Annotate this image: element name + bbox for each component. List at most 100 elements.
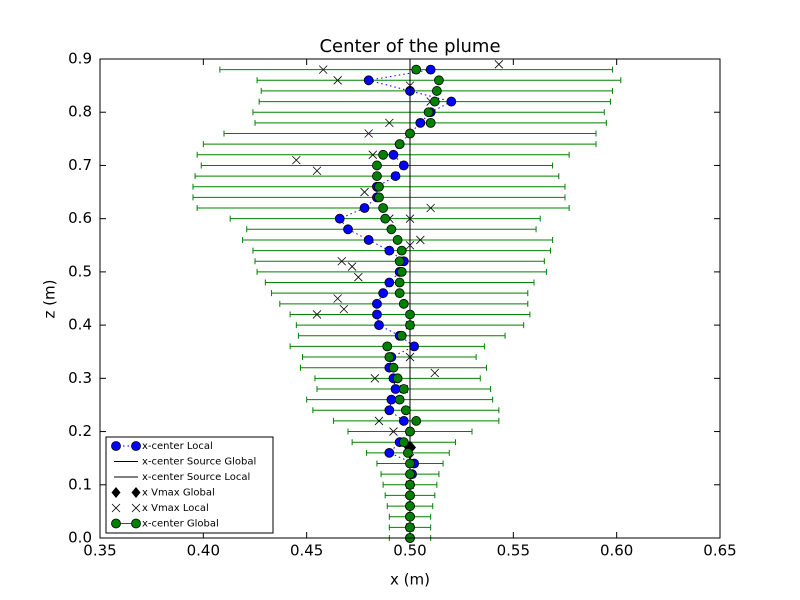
point [405, 522, 415, 533]
y-tick-label: 0.2 [68, 422, 92, 440]
point [388, 362, 399, 373]
point [111, 487, 121, 498]
legend-label: x-center Local [142, 441, 213, 452]
point [131, 487, 141, 498]
point [378, 288, 389, 299]
point [405, 81, 415, 90]
point [394, 394, 405, 405]
point [382, 341, 393, 352]
point [405, 352, 415, 362]
legend-label: x-center Source Global [142, 457, 256, 468]
point [384, 277, 395, 288]
y-tick-label: 0.5 [68, 262, 92, 280]
legend-label: x-center Global [142, 519, 219, 530]
point [405, 128, 415, 139]
point [363, 75, 374, 86]
point [131, 441, 141, 451]
point [431, 86, 442, 96]
point [318, 65, 328, 74]
point [372, 298, 382, 309]
point [385, 118, 394, 128]
point [333, 294, 342, 303]
point [368, 150, 378, 160]
chart-title: Center of the plume [319, 36, 500, 57]
point [334, 213, 345, 224]
point [400, 405, 411, 416]
point [378, 149, 389, 160]
point [405, 511, 415, 522]
point [354, 272, 363, 282]
point [374, 181, 384, 192]
point [434, 75, 444, 86]
x-tick-label: 0.50 [393, 542, 426, 560]
point [388, 149, 399, 160]
point [411, 64, 422, 75]
point [312, 310, 322, 319]
point [390, 171, 401, 181]
point [429, 96, 440, 107]
point [405, 240, 415, 250]
point [416, 235, 425, 245]
y-tick-label: 0.4 [68, 316, 92, 334]
legend-label: x Vmax Global [142, 488, 215, 499]
point [396, 266, 407, 277]
point [370, 374, 380, 383]
y-tick-label: 0.0 [68, 529, 92, 547]
plot-frame [99, 58, 721, 539]
point [405, 214, 415, 223]
point [384, 405, 395, 416]
x-tick-label: 0.35 [83, 542, 116, 560]
point [411, 416, 422, 426]
x-tick-label: 0.60 [600, 542, 633, 560]
point [405, 469, 415, 480]
x-axis-label: x (m) [390, 571, 430, 589]
point [415, 117, 426, 128]
point [398, 160, 409, 171]
point [425, 64, 436, 75]
point [386, 224, 397, 235]
point [372, 171, 382, 181]
point [374, 192, 384, 203]
point [378, 203, 389, 213]
point [394, 256, 405, 267]
y-tick-label: 0.1 [68, 475, 92, 493]
y-tick-label: 0.9 [68, 50, 92, 68]
point [405, 320, 415, 331]
point [374, 320, 384, 331]
point [409, 341, 420, 352]
point [394, 288, 405, 299]
point [359, 203, 370, 213]
point [384, 447, 395, 458]
point [111, 518, 121, 529]
point [111, 441, 121, 451]
point [446, 96, 457, 107]
point [364, 129, 373, 138]
point [343, 224, 353, 235]
point [111, 503, 121, 513]
point [372, 160, 382, 171]
point [384, 352, 395, 362]
point [384, 245, 395, 256]
point [398, 298, 409, 309]
point [396, 245, 407, 256]
point [405, 479, 415, 490]
x-tick-label: 0.45 [290, 542, 323, 560]
point [423, 107, 434, 118]
point [405, 490, 415, 501]
y-axis-label: z (m) [41, 280, 59, 319]
y-tick-label: 0.3 [68, 369, 92, 387]
legend-label: x Vmax Local [142, 503, 209, 514]
point [405, 309, 415, 320]
point [425, 117, 436, 128]
x-tick-label: 0.55 [497, 542, 530, 560]
point [386, 394, 397, 405]
point [312, 166, 322, 176]
point [430, 368, 440, 378]
point [372, 309, 382, 320]
point [398, 416, 409, 426]
point [398, 384, 409, 394]
point [394, 277, 405, 288]
point [403, 447, 413, 458]
point [392, 373, 403, 384]
